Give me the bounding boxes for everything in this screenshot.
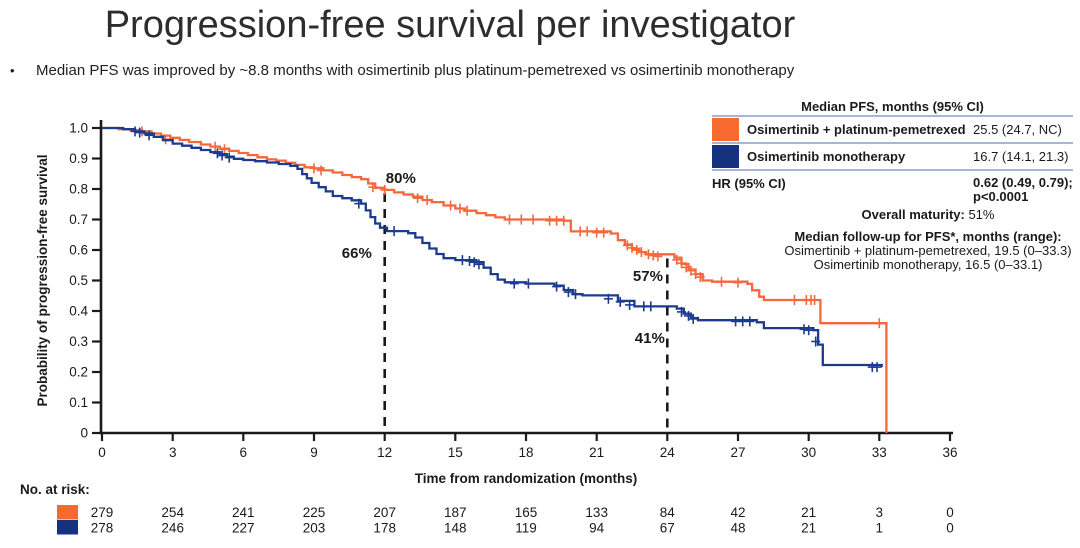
y-tick-label: 0.4 [69,304,88,319]
y-tick-label: 0.3 [69,334,88,349]
x-tick-label: 15 [448,445,463,460]
hr-value: 0.62 (0.49, 0.79); p<0.0001 [973,176,1073,204]
risk-count: 1 [876,521,884,536]
landmark-label-41%: 41% [635,330,665,347]
table-header: Median PFS, months (95% CI) [801,99,984,114]
x-tick-label: 36 [942,445,957,460]
y-tick-label: 0.2 [69,365,88,380]
combo-color-swatch [712,118,739,141]
risk-swatch-combo [57,505,78,520]
combo-median-value: 25.5 (24.7, NC) [973,122,1062,137]
risk-count: 203 [303,521,326,536]
hr-label: HR (95% CI) [712,176,786,191]
followup-mono: Osimertinib monotherapy, 16.5 (0–33.1) [813,257,1043,272]
risk-count: 21 [801,505,816,520]
combo-arm-label: Osimertinib + platinum-pemetrexed [747,122,966,137]
risk-count: 42 [730,505,745,520]
risk-count: 84 [660,505,676,520]
page-title: Progression-free survival per investigat… [104,4,796,46]
table-row-combo: Osimertinib + platinum-pemetrexed 25.5 (… [712,115,1073,142]
maturity-value: 51% [964,207,995,222]
landmark-label-57%: 57% [633,268,663,285]
x-tick-label: 3 [169,445,177,460]
risk-count: 133 [585,505,608,520]
risk-count: 225 [303,505,326,520]
risk-count: 227 [232,521,255,536]
risk-count: 187 [444,505,467,520]
risk-swatch-mono [57,520,78,535]
risk-count: 48 [730,521,745,536]
followup-header: Median follow-up for PFS*, months (range… [794,229,1062,244]
bullet-text: Median PFS was improved by ~8.8 months w… [36,62,795,79]
risk-count: 254 [161,505,184,520]
overall-maturity: Overall maturity: 51% [770,208,1080,222]
mono-color-swatch [712,145,739,168]
x-tick-label: 18 [518,445,533,460]
risk-count: 207 [373,505,396,520]
x-tick-label: 33 [872,445,887,460]
risk-count: 148 [444,521,467,536]
y-axis-title: Probability of progression-free survival [35,154,50,406]
x-tick-label: 6 [240,445,248,460]
y-tick-label: 0.9 [69,151,88,166]
hazard-ratio-row: HR (95% CI) 0.62 (0.49, 0.79); p<0.0001 [712,176,1073,204]
table-row-mono: Osimertinib monotherapy 16.7 (14.1, 21.3… [712,142,1073,171]
key-finding-bullet: • Median PFS was improved by ~8.8 months … [10,62,1010,79]
risk-count: 178 [373,521,396,536]
risk-count: 165 [515,505,538,520]
risk-count: 21 [801,521,816,536]
landmark-label-66%: 66% [342,245,372,262]
bullet-marker: • [10,63,15,78]
risk-count: 3 [876,505,884,520]
risk-count: 246 [161,521,184,536]
y-tick-label: 1.0 [69,121,88,136]
risk-count: 0 [946,505,954,520]
y-tick-label: 0.6 [69,243,88,258]
risk-count: 119 [515,521,537,536]
y-tick-label: 0.8 [69,182,88,197]
x-tick-label: 9 [310,445,318,460]
hr-ci: 0.62 (0.49, 0.79); [973,175,1073,190]
x-tick-label: 24 [660,445,676,460]
risk-count: 279 [91,505,114,520]
median-pfs-table: Median PFS, months (95% CI) Osimertinib … [712,99,1073,204]
landmark-label-80%: 80% [386,170,416,187]
y-tick-label: 0 [80,426,88,441]
mono-arm-label: Osimertinib monotherapy [747,149,906,164]
risk-count: 241 [232,505,255,520]
risk-count: 67 [660,521,675,536]
study-info-block: Overall maturity: 51% Median follow-up f… [770,208,1080,272]
y-tick-label: 0.5 [69,273,88,288]
y-tick-label: 0.1 [69,395,88,410]
x-tick-label: 0 [98,445,106,460]
y-tick-label: 0.7 [69,212,88,227]
risk-count: 278 [91,521,114,536]
x-tick-label: 21 [589,445,604,460]
risk-table-label: No. at risk: [20,482,90,497]
followup-combo: Osimertinib + platinum-pemetrexed, 19.5 … [784,243,1072,258]
x-tick-label: 27 [730,445,745,460]
x-axis-title: Time from randomization (months) [415,471,638,486]
x-tick-label: 12 [377,445,392,460]
hr-pvalue: p<0.0001 [973,189,1029,204]
risk-count: 94 [589,521,605,536]
risk-count: 0 [946,521,954,536]
maturity-label: Overall maturity: [861,207,965,222]
x-tick-label: 30 [801,445,816,460]
mono-median-value: 16.7 (14.1, 21.3) [973,149,1069,164]
